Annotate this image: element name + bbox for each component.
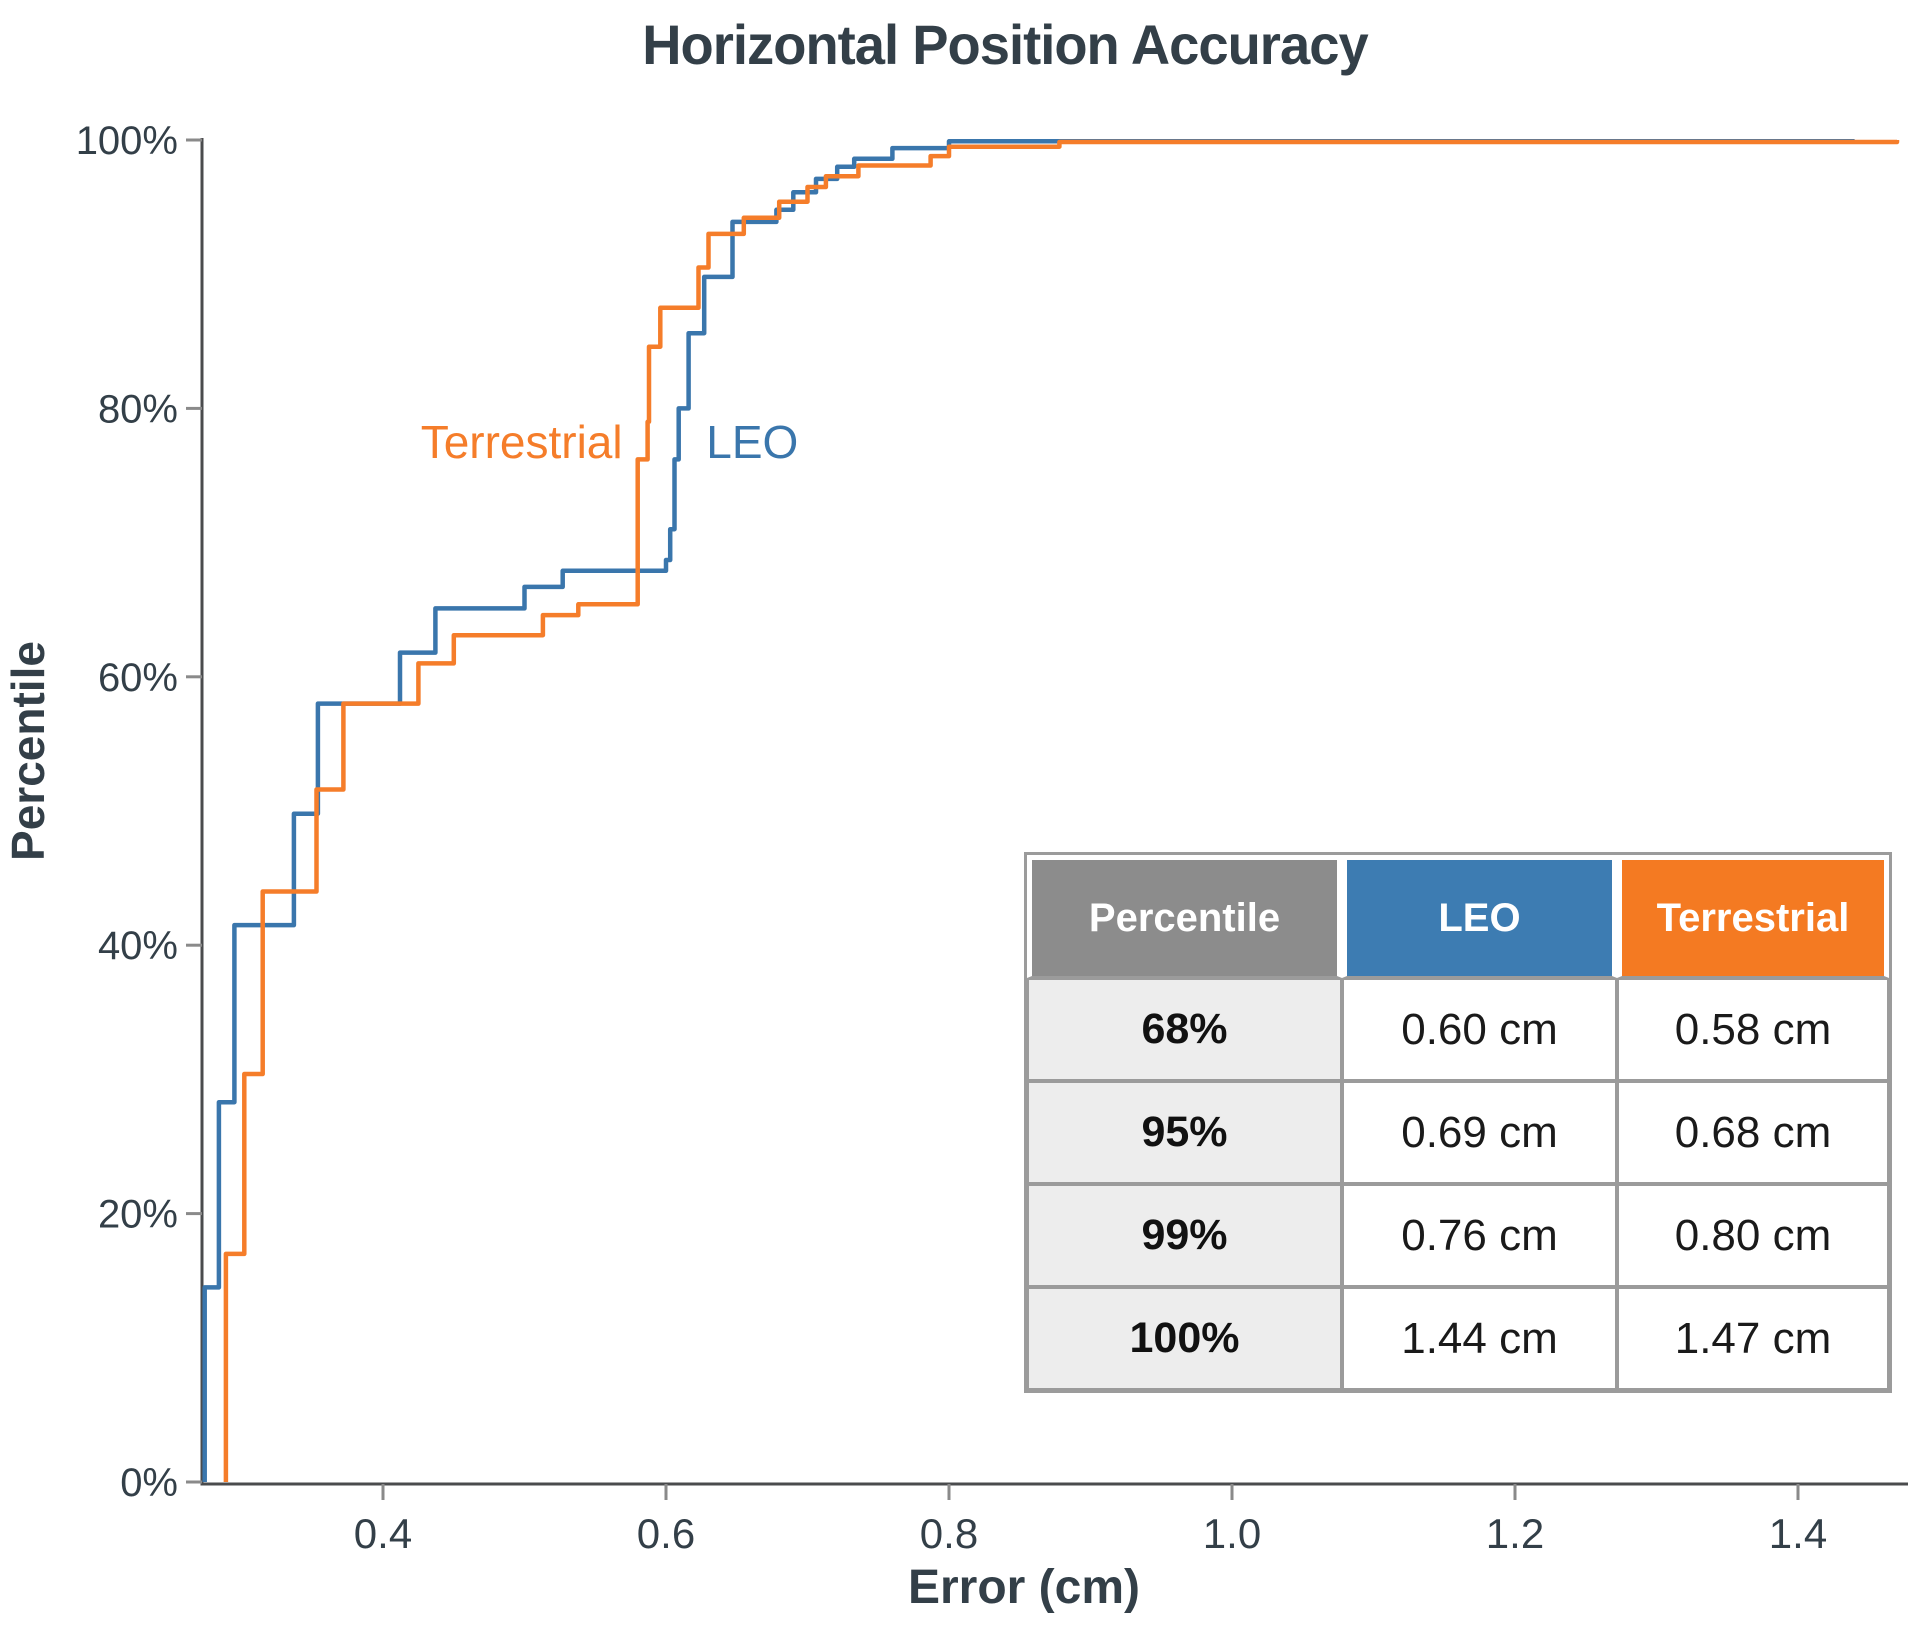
y-axis-title: Percentile	[2, 641, 54, 861]
y-tick-label: 0%	[120, 1461, 178, 1505]
table-header-leo: LEO	[1342, 855, 1617, 978]
x-tick-label: 0.8	[920, 1510, 978, 1557]
table-row-percentile: 99%	[1027, 1184, 1342, 1287]
table-cell-leo-value: 1.44 cm	[1342, 1287, 1617, 1390]
table-cell-leo-value: 0.60 cm	[1342, 978, 1617, 1081]
curve-label-terrestrial: Terrestrial	[421, 416, 623, 468]
chart-title: Horizontal Position Accuracy	[642, 13, 1368, 76]
table-cell-terrestrial-value: 0.68 cm	[1617, 1081, 1889, 1184]
table-header-terrestrial: Terrestrial	[1617, 855, 1889, 978]
x-tick-label: 0.6	[637, 1510, 695, 1557]
table-row-percentile: 95%	[1027, 1081, 1342, 1184]
percentile-summary-table: Percentile LEO Terrestrial 68% 0.60 cm 0…	[1024, 852, 1892, 1393]
table-cell-leo-value: 0.69 cm	[1342, 1081, 1617, 1184]
curve-label-leo: LEO	[706, 416, 798, 468]
series-line-terrestrial	[223, 139, 1900, 1482]
y-tick-label: 60%	[98, 656, 178, 700]
y-tick-label: 40%	[98, 924, 178, 968]
table-cell-terrestrial-value: 0.58 cm	[1617, 978, 1889, 1081]
table-header-percentile: Percentile	[1027, 855, 1342, 978]
y-tick-label: 20%	[98, 1193, 178, 1237]
x-axis-title: Error (cm)	[907, 1561, 1141, 1614]
x-tick-label: 1.0	[1203, 1510, 1261, 1557]
table-cell-terrestrial-value: 0.80 cm	[1617, 1184, 1889, 1287]
table-row-percentile: 100%	[1027, 1287, 1342, 1390]
table-row-percentile: 68%	[1027, 978, 1342, 1081]
table-cell-leo-value: 0.76 cm	[1342, 1184, 1617, 1287]
y-tick-label: 80%	[98, 387, 178, 431]
x-tick-label: 0.4	[354, 1510, 412, 1557]
y-tick-label: 100%	[76, 119, 178, 163]
x-tick-label: 1.4	[1769, 1510, 1827, 1557]
x-tick-label: 1.2	[1486, 1510, 1544, 1557]
table-cell-terrestrial-value: 1.47 cm	[1617, 1287, 1889, 1390]
series-line-leo	[202, 139, 1857, 1482]
